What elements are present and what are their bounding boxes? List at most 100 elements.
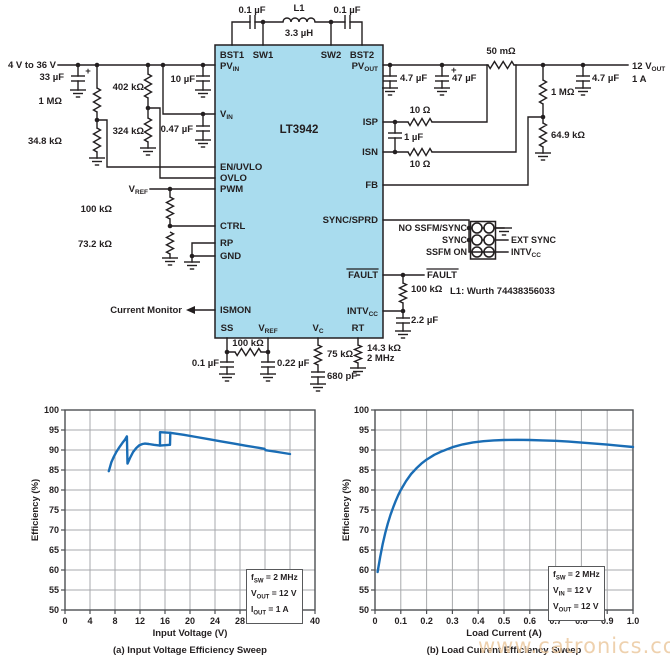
inductor-l1 [282,17,316,23]
jumper-block[interactable] [469,220,497,260]
x-tick-label: 0.5 [498,616,511,626]
pin-rt: RT [352,323,365,334]
label-c-out3: 4.7 µF [592,73,619,84]
label-r-rt: 14.3 kΩ [367,343,401,354]
pin-ovlo: OVLO [220,173,247,184]
series-efficiency-sweep [107,431,292,473]
x-tick-label: 0 [372,616,377,626]
label-l1-value: 3.3 µH [285,28,313,39]
resistor-vc [312,344,324,366]
y-tick-label: 75 [49,505,59,515]
y-tick-label: 55 [359,585,369,595]
x-tick-label: 16 [160,616,170,626]
label-current-monitor: Current Monitor [110,305,182,316]
y-tick-label: 85 [359,465,369,475]
resistor-fault-pullup [397,282,409,304]
resistor-uvlo-bottom [92,127,102,153]
resistor-rt [352,344,364,364]
pin-sync-sprd: SYNC/SPRD [323,215,379,226]
y-tick-label: 70 [49,525,59,535]
capacitor-vin [196,125,210,132]
y-tick-label: 50 [359,605,369,615]
jumper-pin[interactable] [483,234,495,246]
chart-input-voltage-sweep: 0481216202428323640505560657075808590951… [44,405,320,626]
label-r-ctrl-bot: 73.2 kΩ [78,239,112,250]
label-l1-note: L1: Wurth 74438356033 [450,286,555,297]
arrow-left-icon [186,306,195,314]
label-jumper-sync: SYNC [442,235,468,245]
pin-ctrl: CTRL [220,221,246,232]
pin-vin: VIN [220,109,233,121]
y-tick-label: 100 [44,405,59,415]
label-r-isp: 10 Ω [410,105,431,116]
y-tick-label: 50 [49,605,59,615]
pin-pwm: PWM [220,184,243,195]
x-tick-label: 0.6 [524,616,537,626]
label-c-vin: 0.47 µF [161,124,194,135]
x-tick-label: 40 [310,616,320,626]
jumper-pin[interactable] [483,222,495,234]
chart-a-xlabel: Input Voltage (V) [152,628,228,639]
label-r-ovlo-top: 402 kΩ [113,82,145,93]
capacitor-bst1 [249,15,256,29]
y-tick-label: 90 [359,445,369,455]
ground [310,383,326,392]
ground [89,157,105,166]
label-r-vc: 75 kΩ [327,349,353,360]
schematic: BST1 SW1 SW2 BST2 LT3942 PVIN VIN EN/UVL… [8,3,665,392]
label-fault-net: FAULT [427,270,457,281]
ic-name: LT3942 [280,124,319,136]
pin-fault: FAULT [348,270,378,281]
watermark: www.catronics.com [478,634,670,658]
y-tick-label: 70 [359,525,369,535]
label-c-pvin: 10 µF [171,74,196,85]
label-r-ovlo-bot: 324 kΩ [113,126,145,137]
ic-body [214,44,384,339]
y-tick-label: 80 [49,485,59,495]
ground [575,87,591,96]
jumper-pin[interactable] [471,234,483,246]
y-tick-label: 100 [354,405,369,415]
plot-frame [64,409,316,611]
pin-bst1: BST1 [220,50,245,61]
label-c-out2: 47 µF [452,73,477,84]
capacitor-input [71,75,85,82]
ground [219,373,235,382]
pin-isp: ISP [363,117,379,128]
label-c-vref: 0.22 µF [277,358,310,369]
label-output-voltage: 12 VOUT [632,61,665,73]
resistor-ss-vref [234,347,262,357]
label-l1: L1 [293,3,305,14]
pin-fb: FB [365,180,378,191]
label-output-current: 1 A [632,74,647,85]
plus-polarity: + [85,66,91,77]
pin-vref: VREF [258,323,277,335]
x-tick-label: 8 [112,616,117,626]
label-jumper-no-ssfm: NO SSFM/SYNC [398,223,467,233]
capacitor-intvcc [396,317,410,324]
label-jumper-ssfm-on: SSFM ON [426,247,467,257]
label-c-filt: 1 µF [404,132,423,143]
x-tick-label: 28 [235,616,245,626]
pin-bst2: BST2 [350,50,374,61]
x-tick-label: 0.4 [472,616,485,626]
label-c-in: 33 µF [40,72,65,83]
x-tick-label: 24 [210,616,220,626]
label-vref-net: VREF [129,184,148,196]
pin-rp: RP [220,238,234,249]
pin-sw2: SW2 [321,50,342,61]
label-r-fb-bot: 64.9 kΩ [551,130,585,141]
label-ext-sync: EXT SYNC [511,235,557,245]
pin-ismon: ISMON [220,305,251,316]
label-r-uvlo-bot: 34.8 kΩ [28,136,62,147]
x-tick-label: 0.2 [420,616,433,626]
ground [260,373,276,382]
resistor-ovlo-bottom [143,117,153,143]
label-c-vc: 680 pF [327,371,357,382]
x-tick-label: 0.7 [549,616,562,626]
pin-sw1: SW1 [253,50,274,61]
jumper-pin[interactable] [471,222,483,234]
chart-a-ylabel: Efficiency (%) [30,478,41,542]
x-tick-label: 0.9 [601,616,614,626]
resistor-ctrl-bottom [164,231,176,255]
